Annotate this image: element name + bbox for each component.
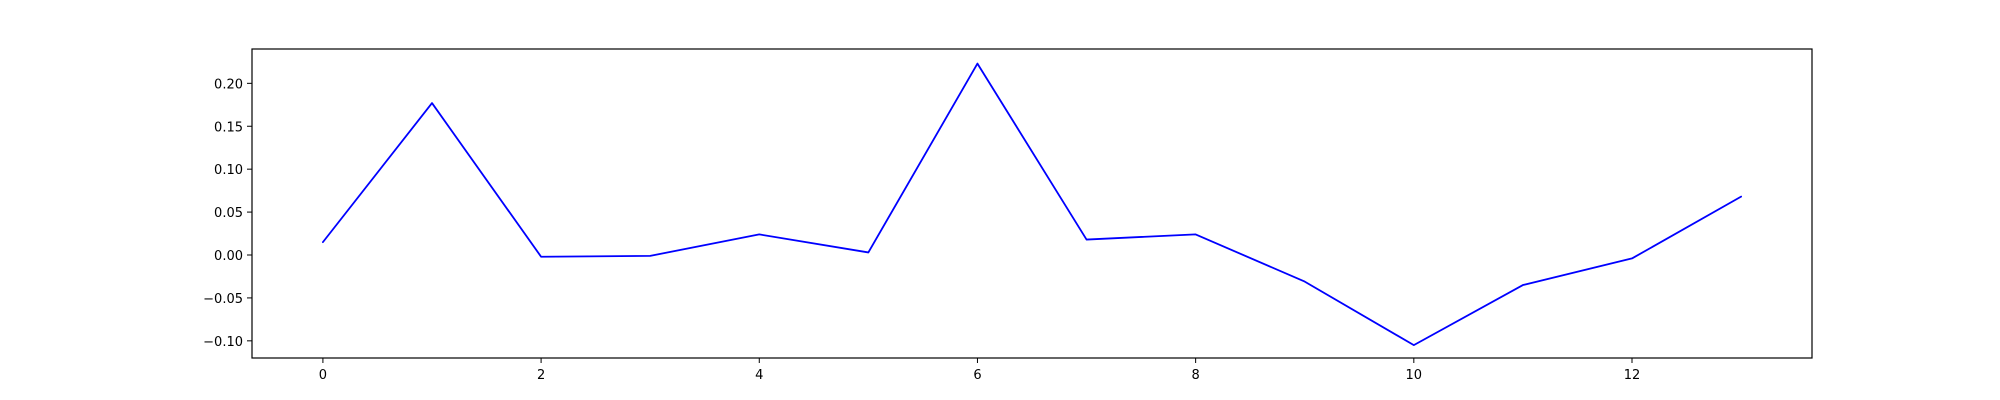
plot-area xyxy=(252,49,1812,358)
y-tick-label: 0.20 xyxy=(214,77,243,92)
y-tick-label: 0.05 xyxy=(214,206,243,221)
x-tick-label: 4 xyxy=(755,368,763,383)
x-tick-label: 12 xyxy=(1624,368,1641,383)
y-tick-label: −0.05 xyxy=(203,292,243,307)
y-tick-label: 0.15 xyxy=(214,120,243,135)
x-axis: 0 2 4 6 8 10 12 xyxy=(319,358,1641,383)
x-tick-label: 6 xyxy=(973,368,981,383)
y-tick-label: 0.10 xyxy=(214,163,243,178)
y-tick-label: 0.00 xyxy=(214,249,243,264)
series-line xyxy=(322,62,1742,347)
x-tick-label: 10 xyxy=(1406,368,1423,383)
x-tick-label: 0 xyxy=(319,368,327,383)
y-tick-label: −0.10 xyxy=(203,335,243,350)
series-layer xyxy=(322,62,1742,347)
y-axis: −0.10 −0.05 0.00 0.05 0.10 0.15 0.20 xyxy=(203,77,252,350)
x-tick-label: 8 xyxy=(1191,368,1199,383)
x-tick-label: 2 xyxy=(537,368,545,383)
plot-frame xyxy=(251,48,1813,359)
